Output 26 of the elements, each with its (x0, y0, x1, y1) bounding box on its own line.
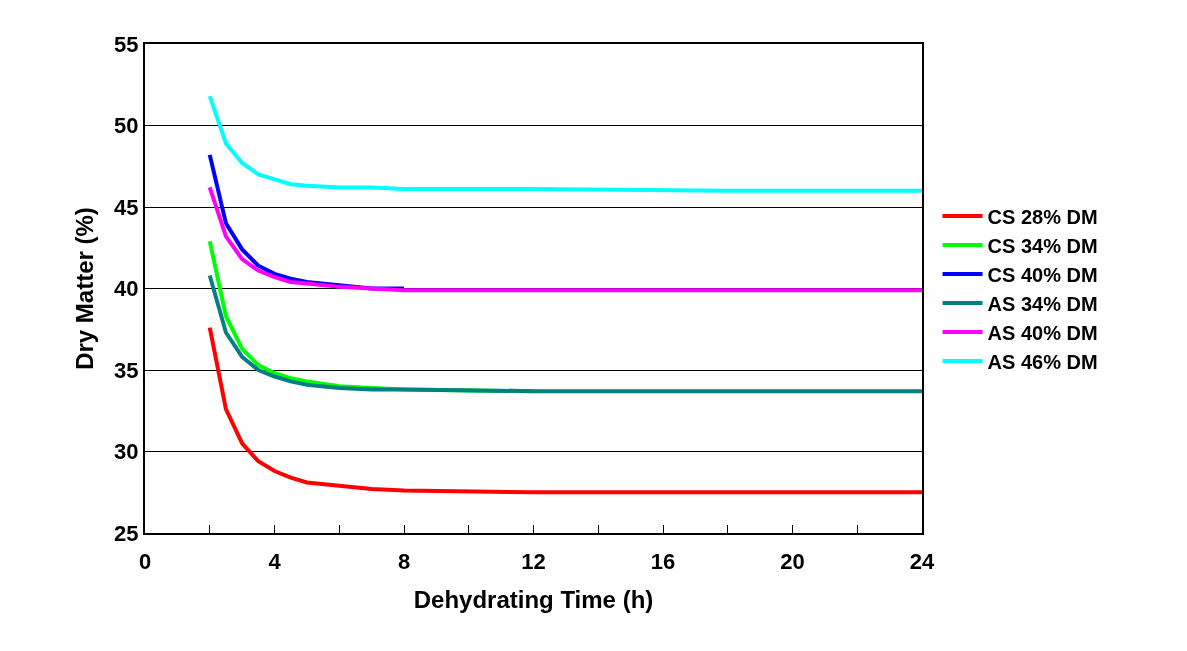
x-axis-title: Dehydrating Time (h) (413, 586, 654, 614)
y-tick-label: 25 (114, 520, 139, 546)
y-tick-label: 35 (114, 357, 139, 383)
y-axis-title: Dry Matter (%) (70, 207, 98, 370)
y-tick-label: 50 (114, 113, 139, 139)
y-tick-label: 45 (114, 194, 139, 220)
y-tick-label: 30 (114, 439, 139, 465)
x-tick-label: 12 (521, 549, 546, 575)
line-series (207, 94, 922, 193)
legend-label: AS 40% DM (987, 321, 1098, 344)
line-series (207, 185, 922, 293)
legend-label: CS 28% DM (987, 205, 1098, 228)
x-tick-label: 8 (397, 549, 411, 575)
x-tick-label: 24 (909, 549, 935, 575)
legend-label: CS 40% DM (987, 263, 1098, 286)
legend-label: AS 34% DM (987, 292, 1098, 315)
line-series (207, 325, 922, 495)
legend-label: CS 34% DM (987, 234, 1098, 257)
x-tick-label: 0 (138, 549, 152, 575)
y-tick-label: 40 (114, 276, 139, 302)
line-series (207, 273, 922, 394)
x-tick-label: 16 (650, 549, 676, 575)
x-tick-label: 4 (268, 549, 282, 575)
legend-label: AS 46% DM (987, 350, 1098, 373)
x-tick-label: 20 (780, 549, 805, 575)
y-tick-label: 55 (114, 31, 139, 57)
